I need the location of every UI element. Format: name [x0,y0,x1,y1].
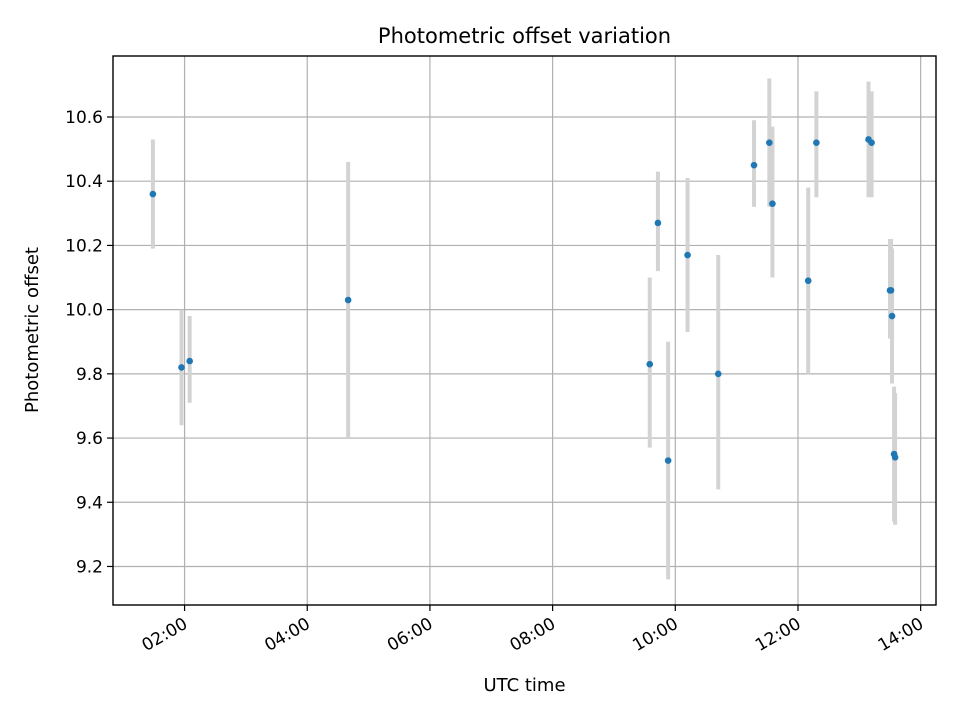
y-tick-label: 10.4 [65,172,103,192]
x-tick-label: 02:00 [139,614,191,656]
x-tick-label: 06:00 [384,614,436,656]
data-point [684,251,691,259]
data-point [813,139,820,146]
data-point [766,139,773,146]
x-tick-label: 12:00 [752,614,804,656]
data-point [887,287,895,294]
data-point [178,364,185,371]
data-point [804,277,812,285]
y-tick-label: 9.8 [76,365,103,385]
data-point [868,139,875,146]
y-tick-label: 10.0 [65,301,103,321]
x-axis-label: UTC time [483,675,565,696]
data-point [664,457,672,464]
y-tick-label: 9.2 [76,557,103,577]
data-point [149,190,157,198]
data-point [654,219,662,227]
data-point [714,370,722,378]
error-bars [150,78,898,580]
data-point [888,312,896,320]
x-tick-label: 14:00 [875,614,927,656]
data-point [646,360,654,368]
x-axis-ticks: 02:00 04:00 06:00 08:00 10:00 12:00 14:00 [139,605,927,656]
data-points [149,136,899,464]
y-tick-label: 10.6 [65,108,103,128]
data-point [891,454,899,461]
y-axis-label: Photometric offset [22,247,43,413]
y-axis-ticks: 9.2 9.4 9.6 9.8 10.0 10.2 10.4 10.6 [65,108,113,577]
y-tick-label: 10.2 [65,236,103,256]
chart-title: Photometric offset variation [378,24,671,48]
data-point [344,296,352,304]
data-point [186,357,193,365]
y-tick-label: 9.6 [76,429,103,449]
y-tick-label: 9.4 [76,493,103,513]
x-tick-label: 08:00 [507,614,559,656]
x-tick-label: 04:00 [261,614,313,656]
data-point [769,200,776,207]
data-point [750,161,758,169]
x-tick-label: 10:00 [629,614,681,656]
grid-lines [113,56,936,605]
plot-frame [112,55,937,606]
